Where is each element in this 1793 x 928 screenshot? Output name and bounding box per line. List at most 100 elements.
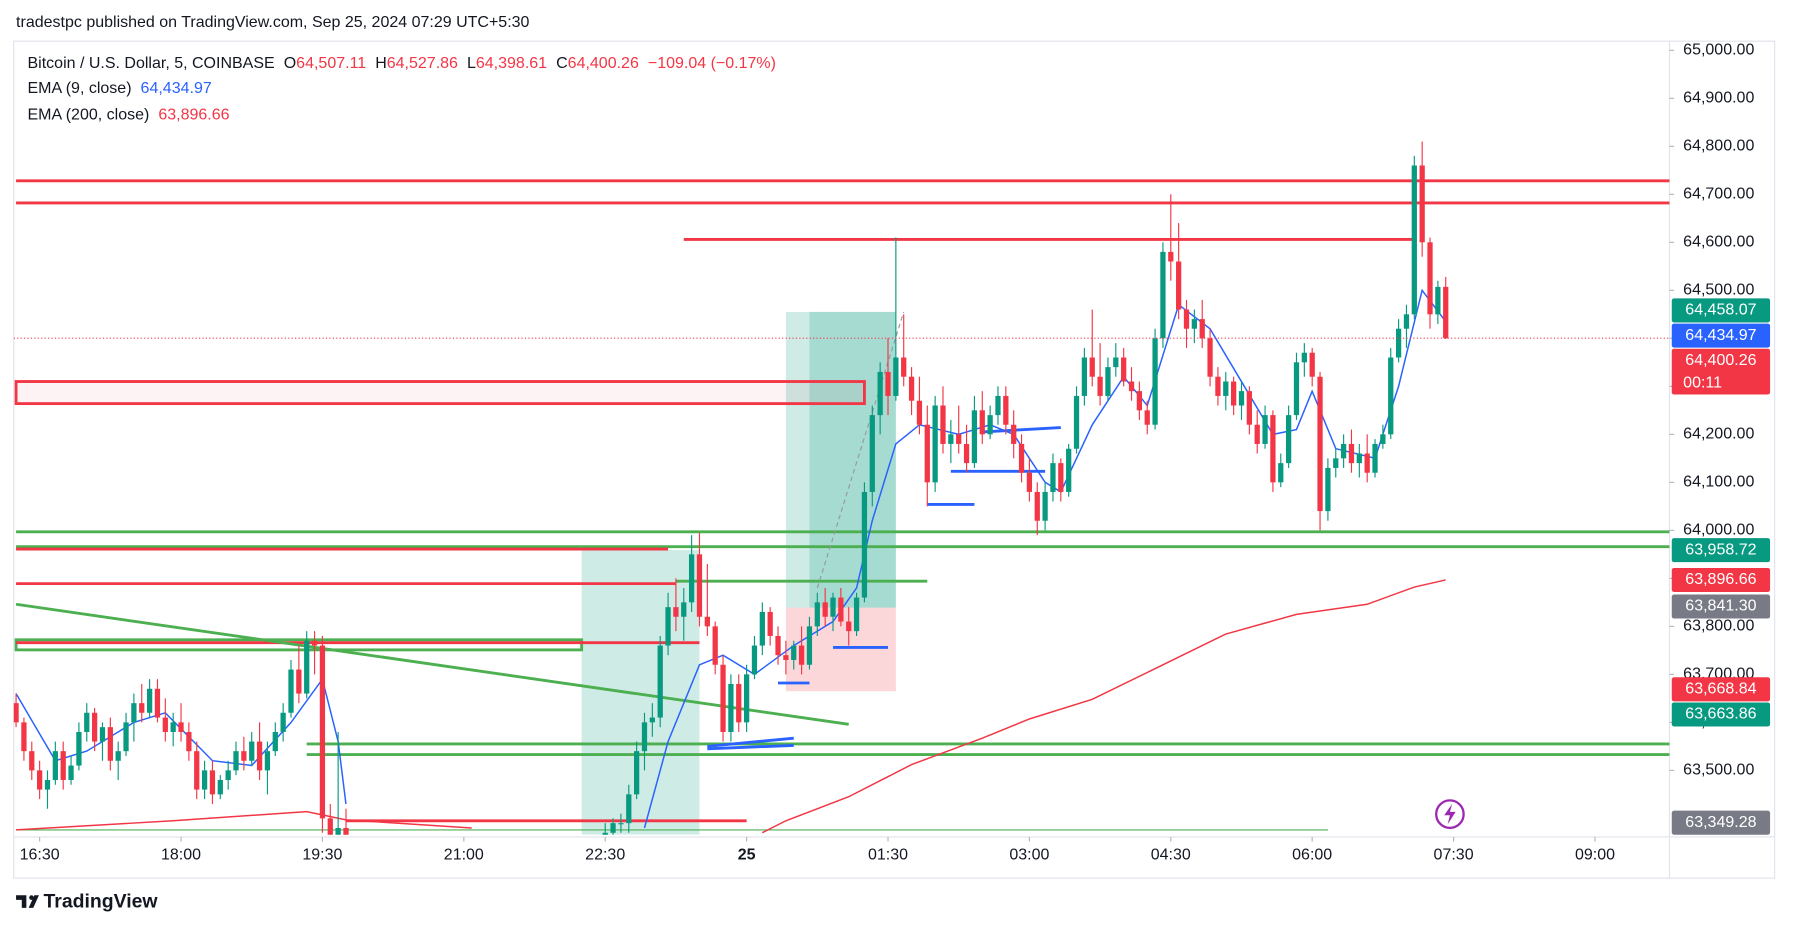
- candle-body: [1270, 415, 1276, 483]
- y-tick-label: 65,000.00: [1683, 42, 1754, 59]
- candle-body: [1136, 391, 1143, 411]
- level-line: [15, 602, 849, 726]
- candle-body: [924, 424, 930, 483]
- candle-body: [814, 602, 820, 627]
- candle-body: [791, 645, 797, 660]
- ohlc-key: H: [375, 55, 387, 72]
- candle-body: [123, 722, 129, 752]
- candle-body: [249, 741, 255, 761]
- candle-body: [1348, 443, 1355, 464]
- candle-body: [1372, 443, 1378, 473]
- price-badge: [1671, 594, 1771, 619]
- x-tick-label: 19:30: [302, 846, 342, 863]
- candle-body: [1026, 472, 1033, 492]
- candle-body: [1403, 314, 1410, 329]
- candle-body: [91, 712, 98, 742]
- candle-body: [1121, 357, 1127, 382]
- position-zone: [809, 311, 896, 608]
- candle-body: [1066, 448, 1072, 492]
- price-badge-label: 64,458.07: [1685, 302, 1756, 319]
- candle-body: [1293, 362, 1300, 416]
- candle-body: [712, 626, 718, 665]
- ohlc-value: 64,398.61: [476, 55, 547, 72]
- candle-body: [877, 371, 883, 416]
- candle-body: [272, 731, 278, 752]
- candle-body: [1199, 319, 1205, 339]
- level-line: [982, 426, 1061, 434]
- candle-body: [1003, 395, 1009, 425]
- candle-body: [681, 602, 687, 617]
- candle-body: [1089, 357, 1095, 377]
- candle-body: [44, 779, 51, 790]
- candle-body: [225, 770, 231, 780]
- x-tick-label: 01:30: [868, 846, 908, 863]
- legend-name: EMA (9, close): [28, 80, 132, 97]
- candle-body: [610, 823, 616, 833]
- candle-body: [170, 722, 176, 732]
- candle-body: [1050, 463, 1056, 492]
- candle-body: [178, 722, 184, 732]
- candle-body: [241, 751, 247, 761]
- candle-body: [68, 765, 74, 780]
- candle-body: [916, 400, 923, 425]
- candle-body: [76, 731, 82, 766]
- price-badge-label: 63,663.86: [1685, 706, 1756, 723]
- candle-body: [1380, 434, 1386, 444]
- candle-body: [956, 434, 962, 444]
- candle-body: [822, 602, 828, 617]
- tradingview-logo[interactable]: TradingView: [16, 890, 158, 912]
- alert-bolt[interactable]: [1444, 803, 1456, 825]
- x-tick-label: 22:30: [585, 846, 625, 863]
- candle-body: [1097, 376, 1103, 396]
- logo-dot[interactable]: [29, 895, 34, 900]
- candle-body: [1144, 410, 1150, 425]
- candle-body: [775, 635, 781, 656]
- logo-text[interactable]: TradingView: [44, 890, 159, 912]
- candle-body: [767, 611, 773, 636]
- candle-body: [146, 688, 153, 713]
- price-badge-label: 63,349.28: [1685, 814, 1756, 831]
- x-tick-label: 07:30: [1434, 846, 1474, 863]
- candle-body: [853, 597, 860, 632]
- y-tick-label: 64,000.00: [1683, 522, 1754, 539]
- candle-body: [304, 640, 310, 694]
- candle-body: [1183, 309, 1190, 329]
- candle-body: [1333, 458, 1339, 468]
- candle-body: [280, 712, 286, 732]
- candle-body: [52, 751, 58, 780]
- candle-body: [1254, 424, 1260, 444]
- chart-frame: [13, 40, 1776, 879]
- x-tick-label: 21:00: [444, 846, 484, 863]
- price-badge: [1671, 567, 1771, 592]
- alert-icon[interactable]: [1435, 799, 1465, 829]
- x-tick-label: 04:30: [1151, 846, 1191, 863]
- candle-body: [288, 669, 294, 713]
- candle-body: [13, 703, 19, 723]
- candle-body: [233, 751, 239, 771]
- candle-body: [1042, 491, 1048, 521]
- candle-body: [1388, 357, 1394, 435]
- x-tick-label: 09:00: [1575, 846, 1615, 863]
- countdown-label: 00:11: [1683, 374, 1722, 391]
- candle-body: [1285, 415, 1292, 464]
- candle-body: [1176, 261, 1182, 310]
- candle-body: [139, 703, 145, 713]
- candle-body: [618, 823, 624, 825]
- candle-body: [29, 751, 35, 771]
- candle-body: [1411, 165, 1417, 315]
- price-badge-label: 64,400.26: [1685, 352, 1756, 369]
- candle-body: [893, 357, 899, 396]
- candle-body: [1262, 415, 1268, 444]
- y-tick-label: 64,700.00: [1683, 186, 1754, 203]
- candle-body: [1356, 453, 1362, 464]
- legend-value: 64,434.97: [141, 80, 212, 97]
- candle-body: [1231, 381, 1237, 406]
- candle-body: [84, 712, 90, 732]
- candle-body: [665, 607, 671, 646]
- candle-body: [963, 443, 970, 464]
- candle-body: [1278, 463, 1284, 483]
- price-badge-label: 64,434.97: [1685, 327, 1756, 344]
- candle-body: [1435, 286, 1441, 315]
- candle-body: [971, 410, 978, 464]
- candle-body: [846, 621, 852, 632]
